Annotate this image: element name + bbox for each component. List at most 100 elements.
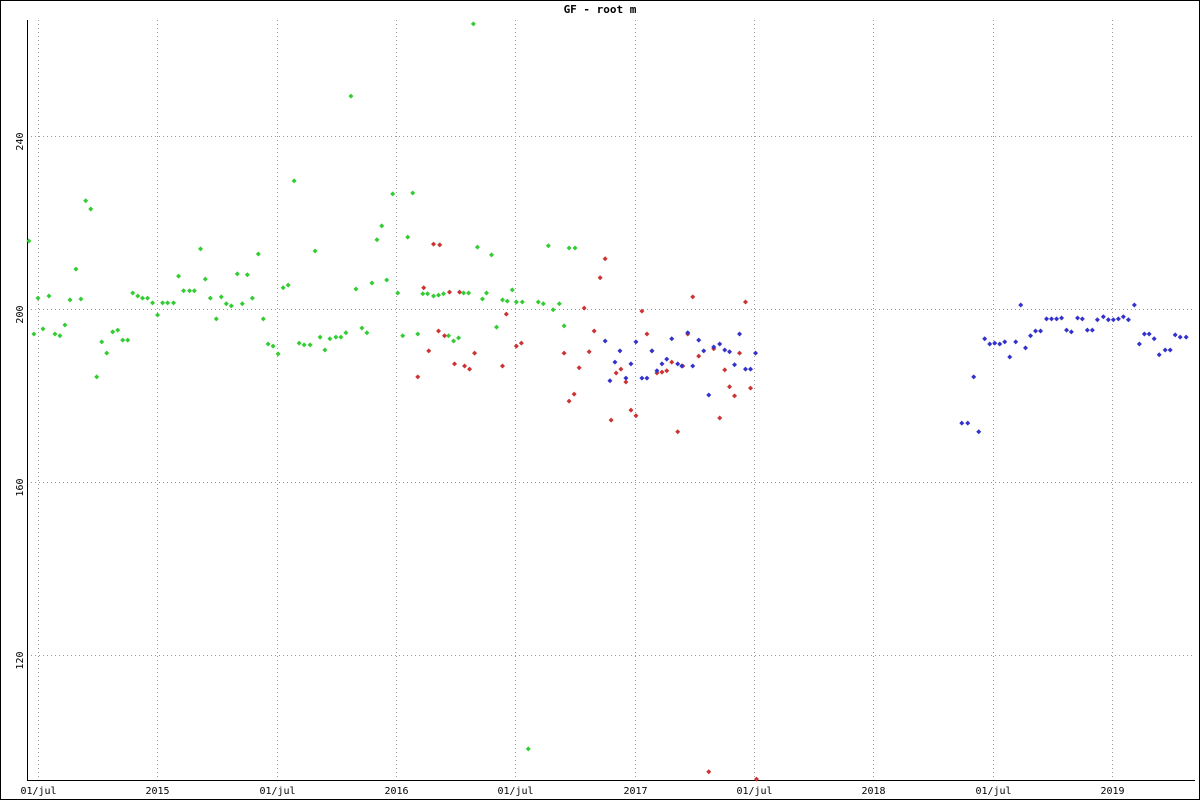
point <box>623 375 629 381</box>
point <box>317 334 323 340</box>
point <box>727 349 733 355</box>
x-tick-label: 2015 <box>145 786 169 797</box>
point <box>46 293 52 299</box>
point <box>234 271 240 277</box>
point <box>748 366 754 372</box>
point <box>1156 352 1162 358</box>
point <box>1013 339 1019 345</box>
point <box>659 369 665 375</box>
point <box>275 351 281 357</box>
point <box>504 298 510 304</box>
point <box>395 290 401 296</box>
point <box>291 178 297 184</box>
point <box>466 290 472 296</box>
point <box>145 295 151 301</box>
point <box>685 330 691 336</box>
point <box>1018 302 1024 308</box>
point <box>612 359 618 365</box>
point <box>613 370 619 376</box>
point <box>706 392 712 398</box>
point <box>743 299 749 305</box>
point <box>94 374 100 380</box>
chart-title: GF - root m <box>564 3 637 16</box>
point <box>675 429 681 435</box>
point <box>987 341 993 347</box>
point <box>437 242 443 248</box>
point <box>1064 327 1070 333</box>
point <box>447 289 453 295</box>
point <box>696 353 702 359</box>
point <box>633 339 639 345</box>
point <box>223 301 229 307</box>
x-tick-label: 01/jul <box>20 786 56 797</box>
point <box>540 301 546 307</box>
point <box>675 361 681 367</box>
point <box>255 251 261 257</box>
point <box>576 365 582 371</box>
point <box>607 378 613 384</box>
point <box>390 191 396 197</box>
point <box>1038 328 1044 334</box>
x-tick-label: 01/jul <box>736 786 772 797</box>
point <box>35 295 41 301</box>
point <box>115 327 121 333</box>
point <box>1177 334 1183 340</box>
point <box>348 93 354 99</box>
point <box>207 295 213 301</box>
point <box>285 282 291 288</box>
point <box>617 348 623 354</box>
point <box>462 363 468 369</box>
x-tick-label: 2018 <box>861 786 885 797</box>
point <box>628 361 634 367</box>
point <box>518 340 524 346</box>
point <box>535 299 541 305</box>
point <box>369 280 375 286</box>
point <box>1049 316 1055 322</box>
point <box>322 347 328 353</box>
point <box>717 341 723 347</box>
point <box>461 290 467 296</box>
point <box>556 301 562 307</box>
point <box>525 746 531 752</box>
point <box>249 295 255 301</box>
point <box>1141 331 1147 337</box>
point <box>748 385 754 391</box>
point <box>187 288 193 294</box>
point <box>1075 315 1081 321</box>
point <box>982 336 988 342</box>
x-tick-label: 01/jul <box>497 786 533 797</box>
point <box>1028 333 1034 339</box>
point <box>722 367 728 373</box>
point <box>503 311 509 317</box>
point <box>343 330 349 336</box>
point <box>965 420 971 426</box>
point <box>608 417 614 423</box>
point <box>1110 317 1116 323</box>
point <box>307 342 313 348</box>
point <box>509 287 515 293</box>
point <box>1079 316 1085 322</box>
point <box>384 277 390 283</box>
x-tick-label: 2019 <box>1100 786 1124 797</box>
point <box>753 350 759 356</box>
point <box>696 337 702 343</box>
point <box>743 366 749 372</box>
point <box>472 350 478 356</box>
point <box>26 238 32 244</box>
point <box>717 415 723 421</box>
point <box>171 300 177 306</box>
point <box>550 307 556 313</box>
point <box>425 291 431 297</box>
point <box>176 273 182 279</box>
point <box>494 324 500 330</box>
point <box>1183 334 1189 340</box>
point <box>181 288 187 294</box>
point <box>513 299 519 305</box>
point <box>374 237 380 243</box>
point <box>57 333 63 339</box>
point <box>155 312 161 318</box>
point <box>690 294 696 300</box>
point <box>959 420 965 426</box>
point <box>431 241 437 247</box>
